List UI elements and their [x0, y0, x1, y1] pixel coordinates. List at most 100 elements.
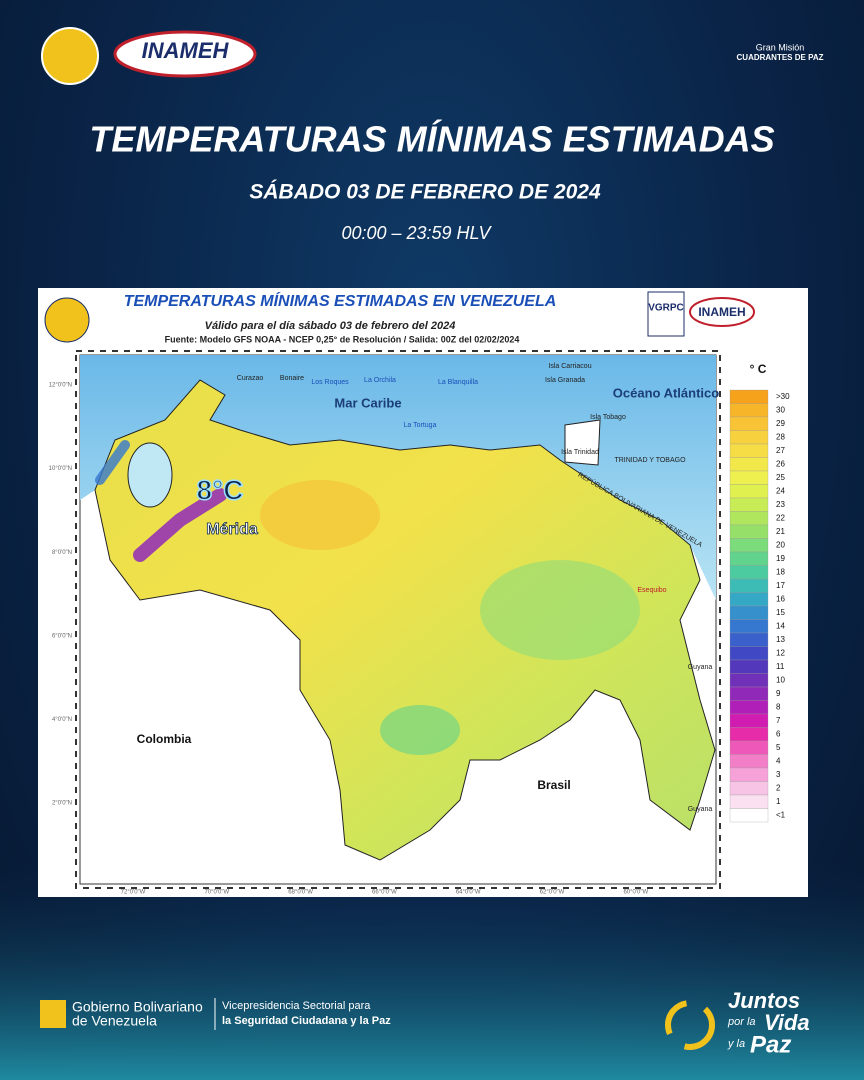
legend-swatch: [729, 700, 769, 715]
logo: [647, 291, 685, 337]
legend-swatch: [729, 659, 769, 674]
legend-swatch: [729, 646, 769, 661]
legend-label: 3: [776, 770, 781, 779]
lat-label: 12°0'0"N: [49, 383, 72, 389]
legend-swatch: [729, 808, 769, 823]
legend-swatch: [729, 403, 769, 418]
footer-text: la Seguridad Ciudadana y la Paz: [222, 1015, 391, 1027]
label: La Orchila: [364, 377, 396, 384]
legend-swatch: [729, 727, 769, 742]
legend-label: 24: [776, 486, 785, 495]
legend-swatch: [729, 497, 769, 512]
logo-text: VGRPC: [648, 303, 684, 314]
sea-label: Mar Caribe: [334, 395, 401, 410]
legend-label: 30: [776, 405, 785, 414]
venezuela: [94, 379, 716, 861]
footer-text: Vida: [764, 1010, 810, 1035]
legend-label: >30: [776, 392, 790, 401]
legend-label: 18: [776, 567, 785, 576]
legend-swatch: [729, 767, 769, 782]
map-title: TEMPERATURAS MÍNIMAS ESTIMADAS EN VENEZU…: [124, 291, 557, 310]
ocean-label: Océano Atlántico: [613, 385, 719, 400]
lon-label: 60°0'0"W: [623, 890, 648, 896]
legend-swatch: [729, 538, 769, 553]
lat-label: 2°0'0"N: [52, 801, 72, 807]
emblem: [41, 27, 99, 85]
legend-label: 15: [776, 608, 785, 617]
legend-swatch: [729, 416, 769, 431]
legend-label: 22: [776, 513, 785, 522]
legend-swatch: [729, 443, 769, 458]
country-label: Brasil: [537, 778, 570, 792]
legend-label: 20: [776, 540, 785, 549]
legend-label: 8: [776, 702, 781, 711]
legend-swatch: [729, 592, 769, 607]
label: Curazao: [237, 375, 264, 382]
legend-swatch: [729, 524, 769, 539]
label: Guyana: [688, 664, 713, 671]
title: TEMPERATURAS MÍNIMAS ESTIMADAS: [89, 119, 774, 160]
country-label: Colombia: [137, 732, 192, 746]
highlight-value: 8°C: [197, 474, 244, 505]
lon-label: 70°0'0"W: [204, 890, 229, 896]
lon-label: 62°0'0"W: [540, 890, 565, 896]
legend-swatch: [729, 740, 769, 755]
legend-label: 4: [776, 756, 781, 765]
time: 00:00 – 23:59 HLV: [341, 223, 492, 243]
andes-cold: [133, 488, 227, 562]
legend-swatch: [729, 578, 769, 593]
legend-label: 12: [776, 648, 785, 657]
legend-swatch: [729, 632, 769, 647]
legend-swatch: [729, 457, 769, 472]
map-border: [75, 350, 721, 889]
footer-text: Paz: [750, 1031, 791, 1058]
footer-text: por la: [727, 1016, 756, 1028]
label: Guyana: [688, 806, 713, 813]
legend-swatch: [729, 794, 769, 809]
legend-unit: ° C: [750, 362, 767, 376]
legend-label: 28: [776, 432, 785, 441]
legend-swatch: [729, 470, 769, 485]
label: La Tortuga: [404, 422, 437, 429]
lon-label: 72°0'0"W: [121, 890, 146, 896]
label: Isla Granada: [545, 377, 585, 384]
legend-label: 13: [776, 635, 785, 644]
label: Bonaire: [280, 375, 304, 382]
label: Esequibo: [637, 587, 666, 594]
label: Isla Carriacou: [548, 363, 591, 370]
legend-label: 14: [776, 621, 785, 630]
logo-text: Gran Misión: [756, 42, 805, 52]
legend-label: 16: [776, 594, 785, 603]
legend-swatch: [729, 713, 769, 728]
legend-label: 25: [776, 473, 785, 482]
footer-text: Juntos: [728, 988, 800, 1013]
map-source: Fuente: Modelo GFS NOAA - NCEP 0,25° de …: [165, 334, 520, 344]
logo-text: INAMEH: [698, 305, 745, 319]
legend-swatch: [729, 430, 769, 445]
footer-text: de Venezuela: [72, 1013, 157, 1029]
juntos-logo: [665, 1000, 715, 1050]
legend-swatch: [729, 781, 769, 796]
label: Isla Tobago: [590, 414, 626, 421]
legend-swatch: [729, 565, 769, 580]
legend-swatch: [729, 551, 769, 566]
flag: [40, 1000, 66, 1028]
lat-label: 4°0'0"N: [52, 717, 72, 723]
legend-label: 29: [776, 419, 785, 428]
legend-label: 21: [776, 527, 785, 536]
logo: [689, 297, 755, 327]
lon-label: 64°0'0"W: [456, 890, 481, 896]
legend-label: <1: [776, 810, 786, 819]
legend-label: 5: [776, 743, 781, 752]
emblem: [44, 297, 90, 343]
label: Isla Trinidad: [561, 449, 599, 456]
logo-text: INAMEH: [142, 38, 230, 63]
lat-label: 10°0'0"N: [49, 466, 72, 472]
warm-zone: [260, 480, 380, 550]
lat-label: 6°0'0"N: [52, 633, 72, 639]
footer-text: y la: [727, 1038, 745, 1050]
sea: [80, 355, 716, 600]
lon-label: 66°0'0"W: [372, 890, 397, 896]
